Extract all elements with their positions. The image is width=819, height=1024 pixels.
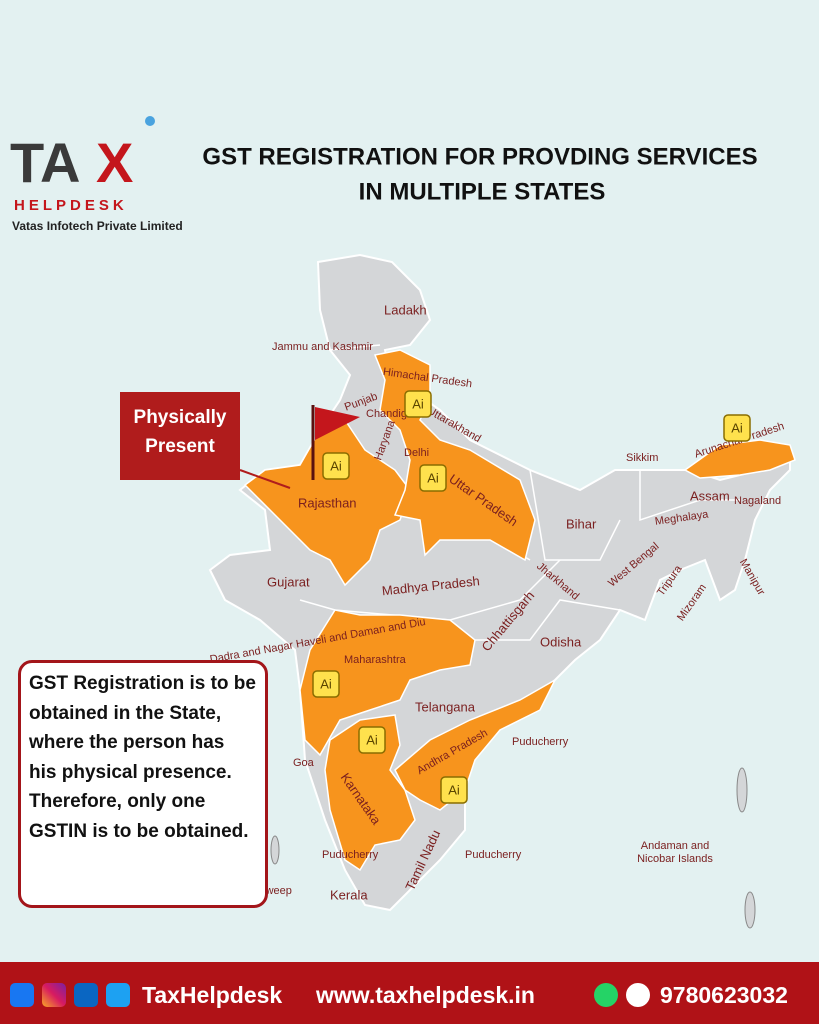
badge-label: Ai [366,732,378,747]
badge-label: Ai [448,782,460,797]
islands [270,767,756,929]
phone-icon[interactable] [626,983,650,1007]
title: GST REGISTRATION FOR PROVDING SERVICES [202,143,757,170]
footer-brand: TaxHelpdesk [142,982,283,1008]
badge-label: Ai [427,470,439,485]
state-label: Telangana [415,699,476,714]
state-label: Odisha [540,634,582,649]
state-label-box: Andaman and Nicobar Islands [637,840,713,865]
footer: TaxHelpdesk www.taxhelpdesk.in 978062303… [0,962,819,1024]
instagram-icon[interactable] [42,983,66,1007]
badge-box [440,776,468,804]
flag [315,407,360,440]
state-label: Andaman and Nicobar Islands [637,840,713,865]
linkedin-icon[interactable] [74,983,98,1007]
note: GST Registration is to be obtained in th… [18,660,268,908]
facebook-icon[interactable] [10,983,34,1007]
state-label: Puducherry [512,736,569,748]
state-label: Kerala [330,887,368,902]
state-label: Rajasthan [298,495,357,510]
state-label: Delhi [404,447,429,459]
badges: Ai Ai Ai Ai Ai Ai Ai [312,390,751,804]
badge-label: Ai [320,676,332,691]
state-label: Maharashtra [344,654,407,666]
footer-website[interactable]: www.taxhelpdesk.in [316,982,535,1008]
badge-label: Ai [731,420,743,435]
state-label: Nagaland [734,495,781,507]
map-canvas: TA X HELPDESK Vatas Infotech Private Lim… [10,116,796,929]
callout-text: Present [145,436,215,457]
state-label: Bihar [566,516,597,531]
badge-label: Ai [412,396,424,411]
badge-label: Ai [330,458,342,473]
state-label: Sikkim [626,452,658,464]
state-label: Assam [690,488,730,503]
badge-box [358,726,386,754]
whatsapp-icon[interactable] [594,983,618,1007]
badge-box [419,464,447,492]
logo-main: TA [10,131,81,194]
state-label: Puducherry [322,849,379,861]
badge-box [723,414,751,442]
callout-text: Physically [134,407,227,428]
state-label: Puducherry [465,849,522,861]
logo-sub: HELPDESK [14,197,128,214]
state-label: Goa [293,757,315,769]
state-label: Manipur [737,557,767,598]
company: Vatas Infotech Private Limited [12,219,183,233]
state-label: Jammu and Kashmir [272,341,373,353]
badge-box [404,390,432,418]
footer-phone[interactable]: 9780623032 [660,982,788,1008]
logo-dot [145,116,155,126]
callout-pointer [239,469,291,489]
state-label: Mizoram [675,582,709,623]
badge-box [322,452,350,480]
state-label: Ladakh [384,302,427,317]
title: IN MULTIPLE STATES [359,178,606,205]
badge-box [312,670,340,698]
callout-box [120,392,240,480]
logo-accent: X [96,131,133,194]
twitter-icon[interactable] [106,983,130,1007]
state-label: Gujarat [267,574,310,589]
